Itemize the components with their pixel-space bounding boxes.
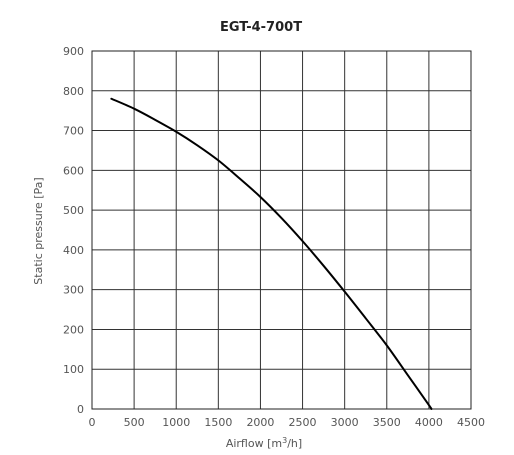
- y-tick-label: 300: [63, 284, 84, 297]
- x-axis-label: Airflow [m3/h]: [226, 436, 302, 450]
- y-tick-label: 800: [63, 85, 84, 98]
- x-tick-label: 3500: [373, 416, 401, 429]
- x-tick-label: 2000: [246, 416, 274, 429]
- y-tick-label: 900: [63, 45, 84, 58]
- plot-frame: [91, 50, 472, 410]
- x-tick-label: 500: [124, 416, 145, 429]
- y-tick-label: 600: [63, 164, 84, 177]
- x-tick-label: 4000: [415, 416, 443, 429]
- x-axis-label-base: Airflow [m: [226, 437, 282, 450]
- grid: [91, 50, 472, 410]
- chart-title: EGT-4-700T: [220, 20, 302, 35]
- y-tick-label: 500: [63, 204, 84, 217]
- series-layer: [110, 97, 433, 410]
- x-tick-label: 3000: [331, 416, 359, 429]
- x-tick-label: 1500: [204, 416, 232, 429]
- x-tick-label: 4500: [457, 416, 485, 429]
- y-tick-label: 400: [63, 244, 84, 257]
- x-axis-label-sup: 3: [282, 436, 287, 445]
- y-tick-labels: 0 100 200 300 400 500 600 700 800 900: [63, 45, 84, 416]
- x-tick-labels: 0 500 1000 1500 2000 2500 3000 3500 4000 4500: [89, 416, 486, 429]
- y-axis-label: Static pressure [Pa]: [32, 177, 45, 284]
- x-tick-label: 2500: [289, 416, 317, 429]
- pressure-curve-line: [110, 97, 433, 410]
- x-tick-label: 1000: [162, 416, 190, 429]
- y-tick-label: 200: [63, 323, 84, 336]
- x-tick-label: 0: [89, 416, 96, 429]
- y-tick-label: 0: [77, 403, 84, 416]
- y-tick-label: 100: [63, 363, 84, 376]
- y-tick-label: 700: [63, 125, 84, 138]
- x-axis-label-tail: /h]: [287, 437, 302, 450]
